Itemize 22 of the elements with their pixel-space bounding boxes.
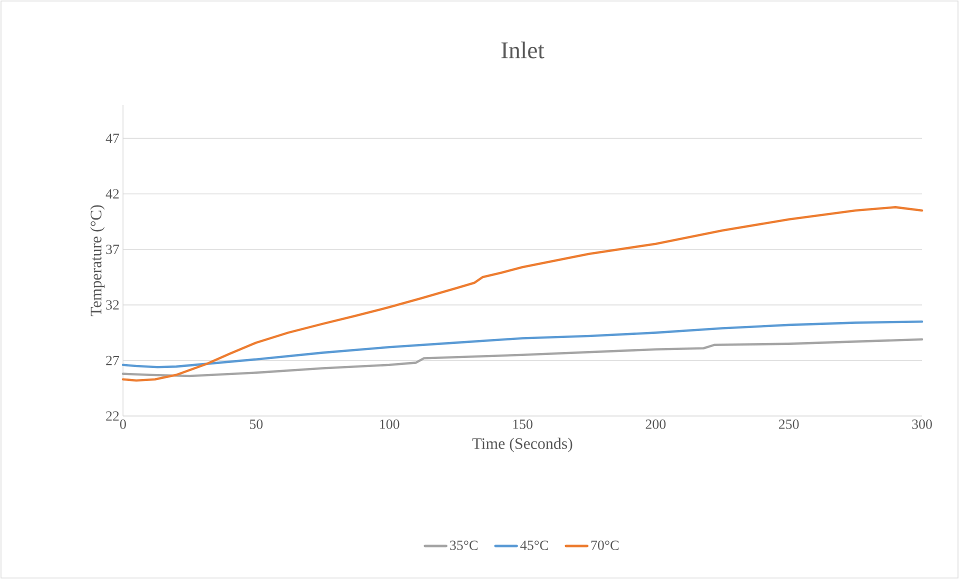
x-tick-label: 150 <box>513 420 532 429</box>
y-tick-label: 27 <box>106 356 120 366</box>
y-tick-label: 42 <box>106 189 119 198</box>
x-axis-title: Time (Seconds) <box>472 438 572 452</box>
x-tick-label: 100 <box>380 420 400 429</box>
legend-label: 45°C <box>520 540 548 550</box>
y-tick-label: 47 <box>106 134 120 143</box>
line-series <box>122 320 924 368</box>
x-tick-label: 250 <box>778 420 799 429</box>
y-tick-label: 22 <box>106 411 119 421</box>
legend-label: 70°C <box>591 540 619 550</box>
y-tick-label: 37 <box>106 244 120 254</box>
line-series <box>122 338 924 378</box>
x-tick-label: 0 <box>120 420 126 429</box>
y-tick-label: 32 <box>106 300 119 310</box>
line-series <box>122 206 924 382</box>
chart-title: Inlet <box>501 42 544 58</box>
y-axis-title: Temperature (°C) <box>90 205 105 316</box>
x-tick-label: 50 <box>250 420 263 429</box>
x-tick-label: 300 <box>912 420 932 429</box>
x-tick-label: 200 <box>646 420 666 429</box>
legend-label: 35°C <box>450 540 478 550</box>
